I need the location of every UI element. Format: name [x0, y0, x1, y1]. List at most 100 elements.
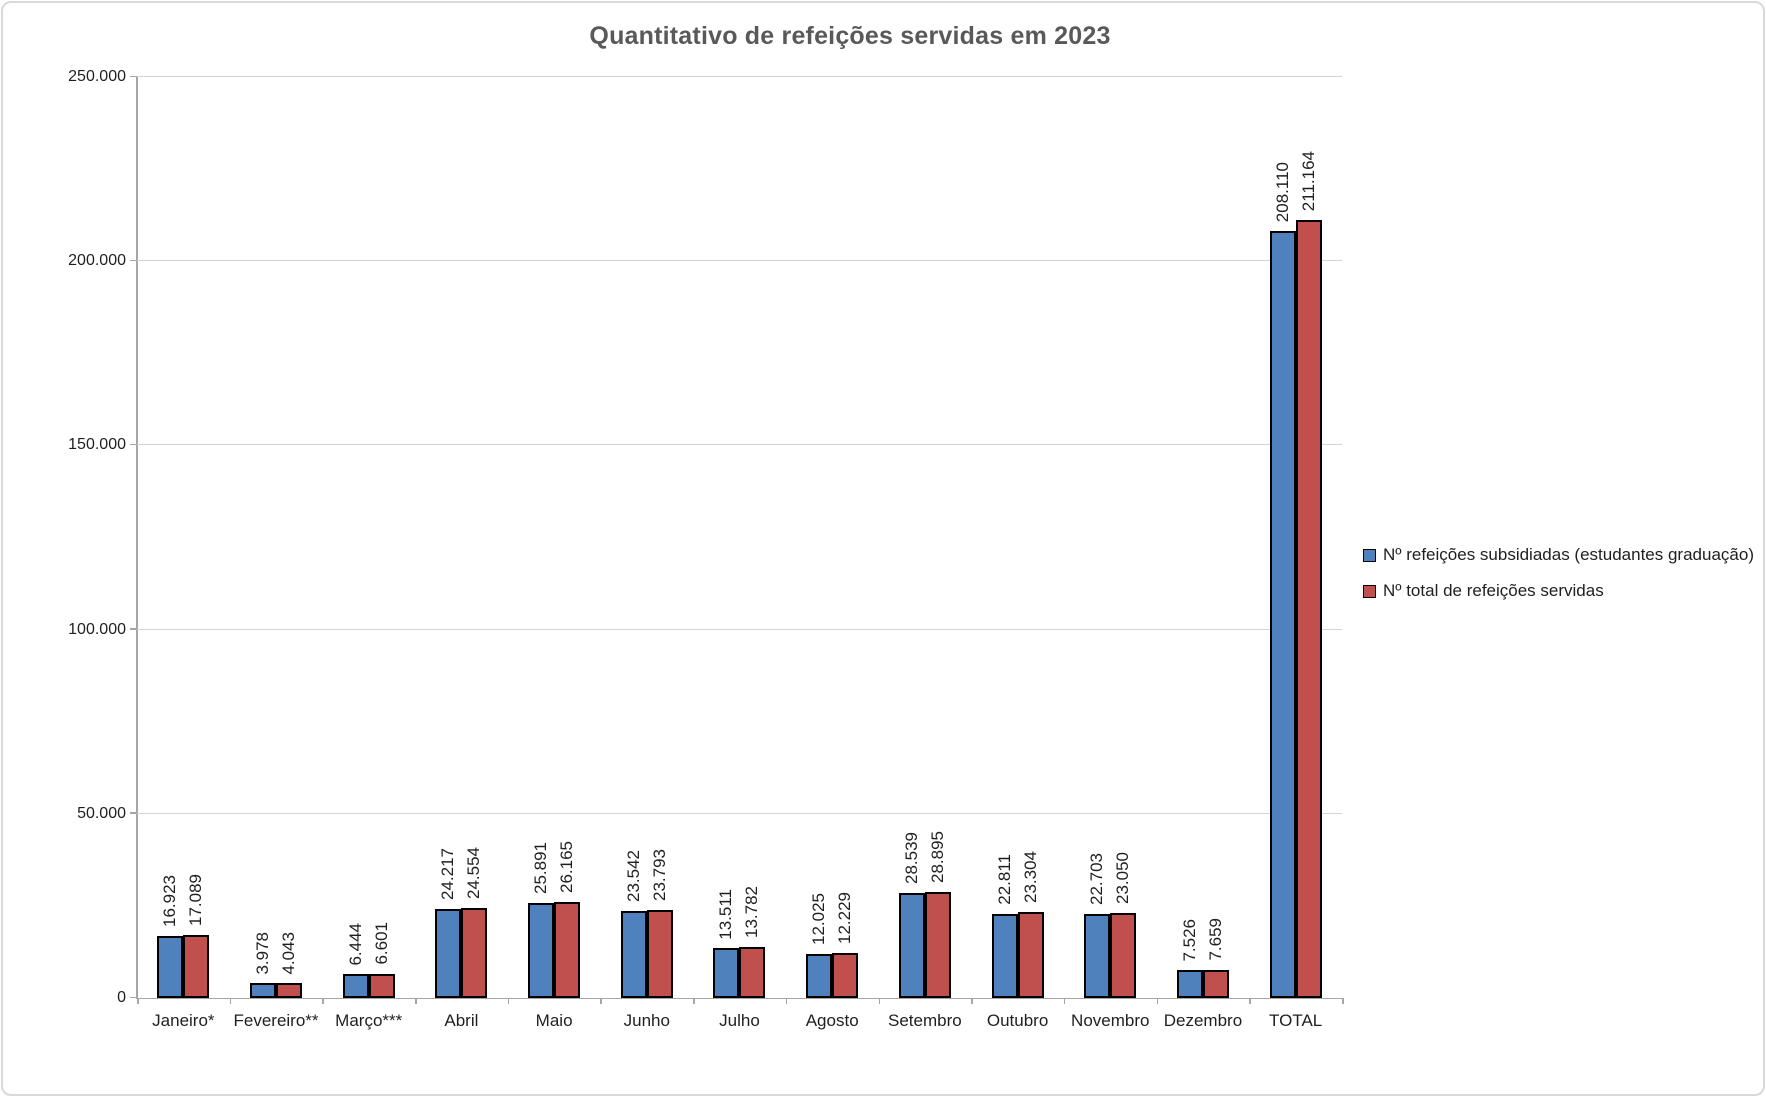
- x-axis-tick: [785, 998, 788, 1004]
- bar: [1110, 913, 1137, 998]
- bar-value-label: 23.050: [1113, 852, 1133, 905]
- y-axis-tick-label: 200.000: [68, 252, 126, 270]
- gridline: [137, 76, 1342, 77]
- bar-value-label: 6.601: [371, 922, 391, 965]
- y-axis-tick-label: 100.000: [68, 620, 126, 638]
- bar-value-label: 13.511: [716, 888, 736, 940]
- category-group: Abril 24.217 24.554: [415, 77, 508, 1030]
- bar-value-label: 16.923: [160, 874, 180, 927]
- gridline: [137, 812, 1342, 814]
- y-axis-tick: [130, 628, 137, 630]
- bar: [554, 901, 581, 998]
- x-axis-category-label: Dezembro: [1163, 1011, 1243, 1030]
- x-axis-category-label: TOTAL: [1269, 1011, 1323, 1030]
- bar-value-label: 26.165: [557, 840, 577, 893]
- gridline: [137, 260, 1342, 262]
- bar: [898, 892, 925, 998]
- bar: [250, 983, 277, 998]
- bar-value-label: 13.782: [742, 886, 762, 939]
- bar-value-label: 12.229: [835, 891, 855, 944]
- x-axis-tick: [137, 998, 139, 1004]
- y-axis-tick-label: 150.000: [68, 436, 126, 454]
- bar-value-label: 25.891: [531, 841, 551, 894]
- bar: [832, 952, 859, 998]
- bar: [806, 953, 833, 998]
- x-axis-tick: [600, 998, 602, 1004]
- x-axis-category-label: Setembro: [888, 1011, 962, 1030]
- bar-value-label: 17.089: [186, 874, 206, 927]
- y-axis-tick: [130, 996, 137, 998]
- y-axis-tick: [130, 259, 137, 262]
- category-group: Fevereiro** 3.978 4.043: [229, 77, 323, 1030]
- x-axis-category-label: Janeiro*: [152, 1011, 215, 1030]
- x-axis-tick: [971, 998, 973, 1004]
- bar: [461, 907, 488, 998]
- bar-value-label: 208.110: [1272, 162, 1292, 223]
- legend-item: Nº total de refeições servidas: [1363, 581, 1754, 601]
- x-axis-tick: [1063, 998, 1066, 1004]
- x-axis-category-label: Junho: [623, 1011, 670, 1030]
- x-axis-category-label: Agosto: [805, 1011, 859, 1030]
- x-axis-tick: [878, 998, 881, 1004]
- bar-value-label: 4.043: [279, 931, 299, 975]
- bar: [1084, 914, 1111, 998]
- bar-value-label: 22.811: [994, 854, 1014, 905]
- legend-item: Nº refeições subsidiadas (estudantes gra…: [1363, 545, 1754, 565]
- legend: Nº refeições subsidiadas (estudantes gra…: [1363, 545, 1754, 601]
- bar: [646, 910, 673, 998]
- bar: [991, 913, 1018, 998]
- bar: [739, 947, 766, 998]
- x-axis-category-label: Março***: [335, 1011, 403, 1030]
- x-axis-category-label: Fevereiro**: [233, 1011, 319, 1030]
- category-group: Setembro 28.539 28.895: [878, 77, 972, 1030]
- legend-label: Nº total de refeições servidas: [1383, 581, 1604, 600]
- legend-swatch: [1363, 584, 1376, 598]
- legend-swatch: [1363, 548, 1376, 562]
- bar-value-label: 24.554: [464, 846, 484, 899]
- legend-label: Nº refeições subsidiadas (estudantes gra…: [1383, 545, 1754, 564]
- category-group: Outubro 22.811 23.304: [971, 77, 1064, 1030]
- x-axis-tick: [415, 998, 417, 1004]
- bar-value-label: 24.217: [438, 847, 458, 900]
- bar: [1017, 912, 1044, 998]
- bar-value-label: 12.025: [809, 892, 829, 945]
- bar: [183, 935, 210, 998]
- y-axis-tick-label: 250.000: [68, 68, 126, 85]
- x-axis-tick: [1342, 998, 1344, 1004]
- category-group: Dezembro 7.526 7.659: [1156, 77, 1250, 1030]
- bar: [620, 911, 647, 998]
- bar: [342, 974, 369, 998]
- x-axis-tick: [322, 998, 324, 1004]
- plot-area: 0 50.000 100.000 150.000 200.000 250.000 Janei…: [68, 69, 1344, 1030]
- category-group: Março*** 6.444 6.601: [322, 77, 415, 1030]
- gridline: [137, 628, 1342, 630]
- x-axis-category-label: Outubro: [986, 1011, 1049, 1030]
- y-axis-tick-label: 50.000: [77, 804, 126, 822]
- category-group: Maio 25.891 26.165: [507, 77, 601, 1030]
- category-group: Novembro 22.703 23.050: [1063, 77, 1157, 1030]
- bar: [924, 891, 951, 998]
- bar-value-label: 28.895: [927, 830, 947, 883]
- x-axis-category-label: Abril: [444, 1011, 479, 1030]
- bar-value-label: 23.793: [649, 849, 669, 902]
- gridline: [137, 444, 1342, 446]
- x-axis-category-label: Novembro: [1071, 1011, 1150, 1030]
- bar: [528, 902, 555, 998]
- bar: [276, 983, 303, 998]
- y-axis-tick-label: 0: [117, 989, 126, 1006]
- bar: [1269, 231, 1296, 998]
- x-axis-tick: [693, 998, 695, 1004]
- bar-value-label: 7.659: [1205, 918, 1225, 961]
- category-group: Janeiro* 16.923 17.089: [137, 77, 230, 1030]
- x-axis-tick: [507, 998, 510, 1004]
- x-axis-category-label: Julho: [719, 1011, 760, 1030]
- bar: [713, 948, 740, 998]
- bar-value-label: 28.539: [901, 831, 921, 884]
- x-axis-category-label: Maio: [535, 1011, 573, 1030]
- bar: [435, 908, 462, 998]
- y-axis-tick: [130, 75, 137, 77]
- x-axis-line: [136, 997, 1342, 999]
- category-group: Junho 23.542 23.793: [600, 77, 693, 1030]
- y-axis-tick: [130, 812, 137, 814]
